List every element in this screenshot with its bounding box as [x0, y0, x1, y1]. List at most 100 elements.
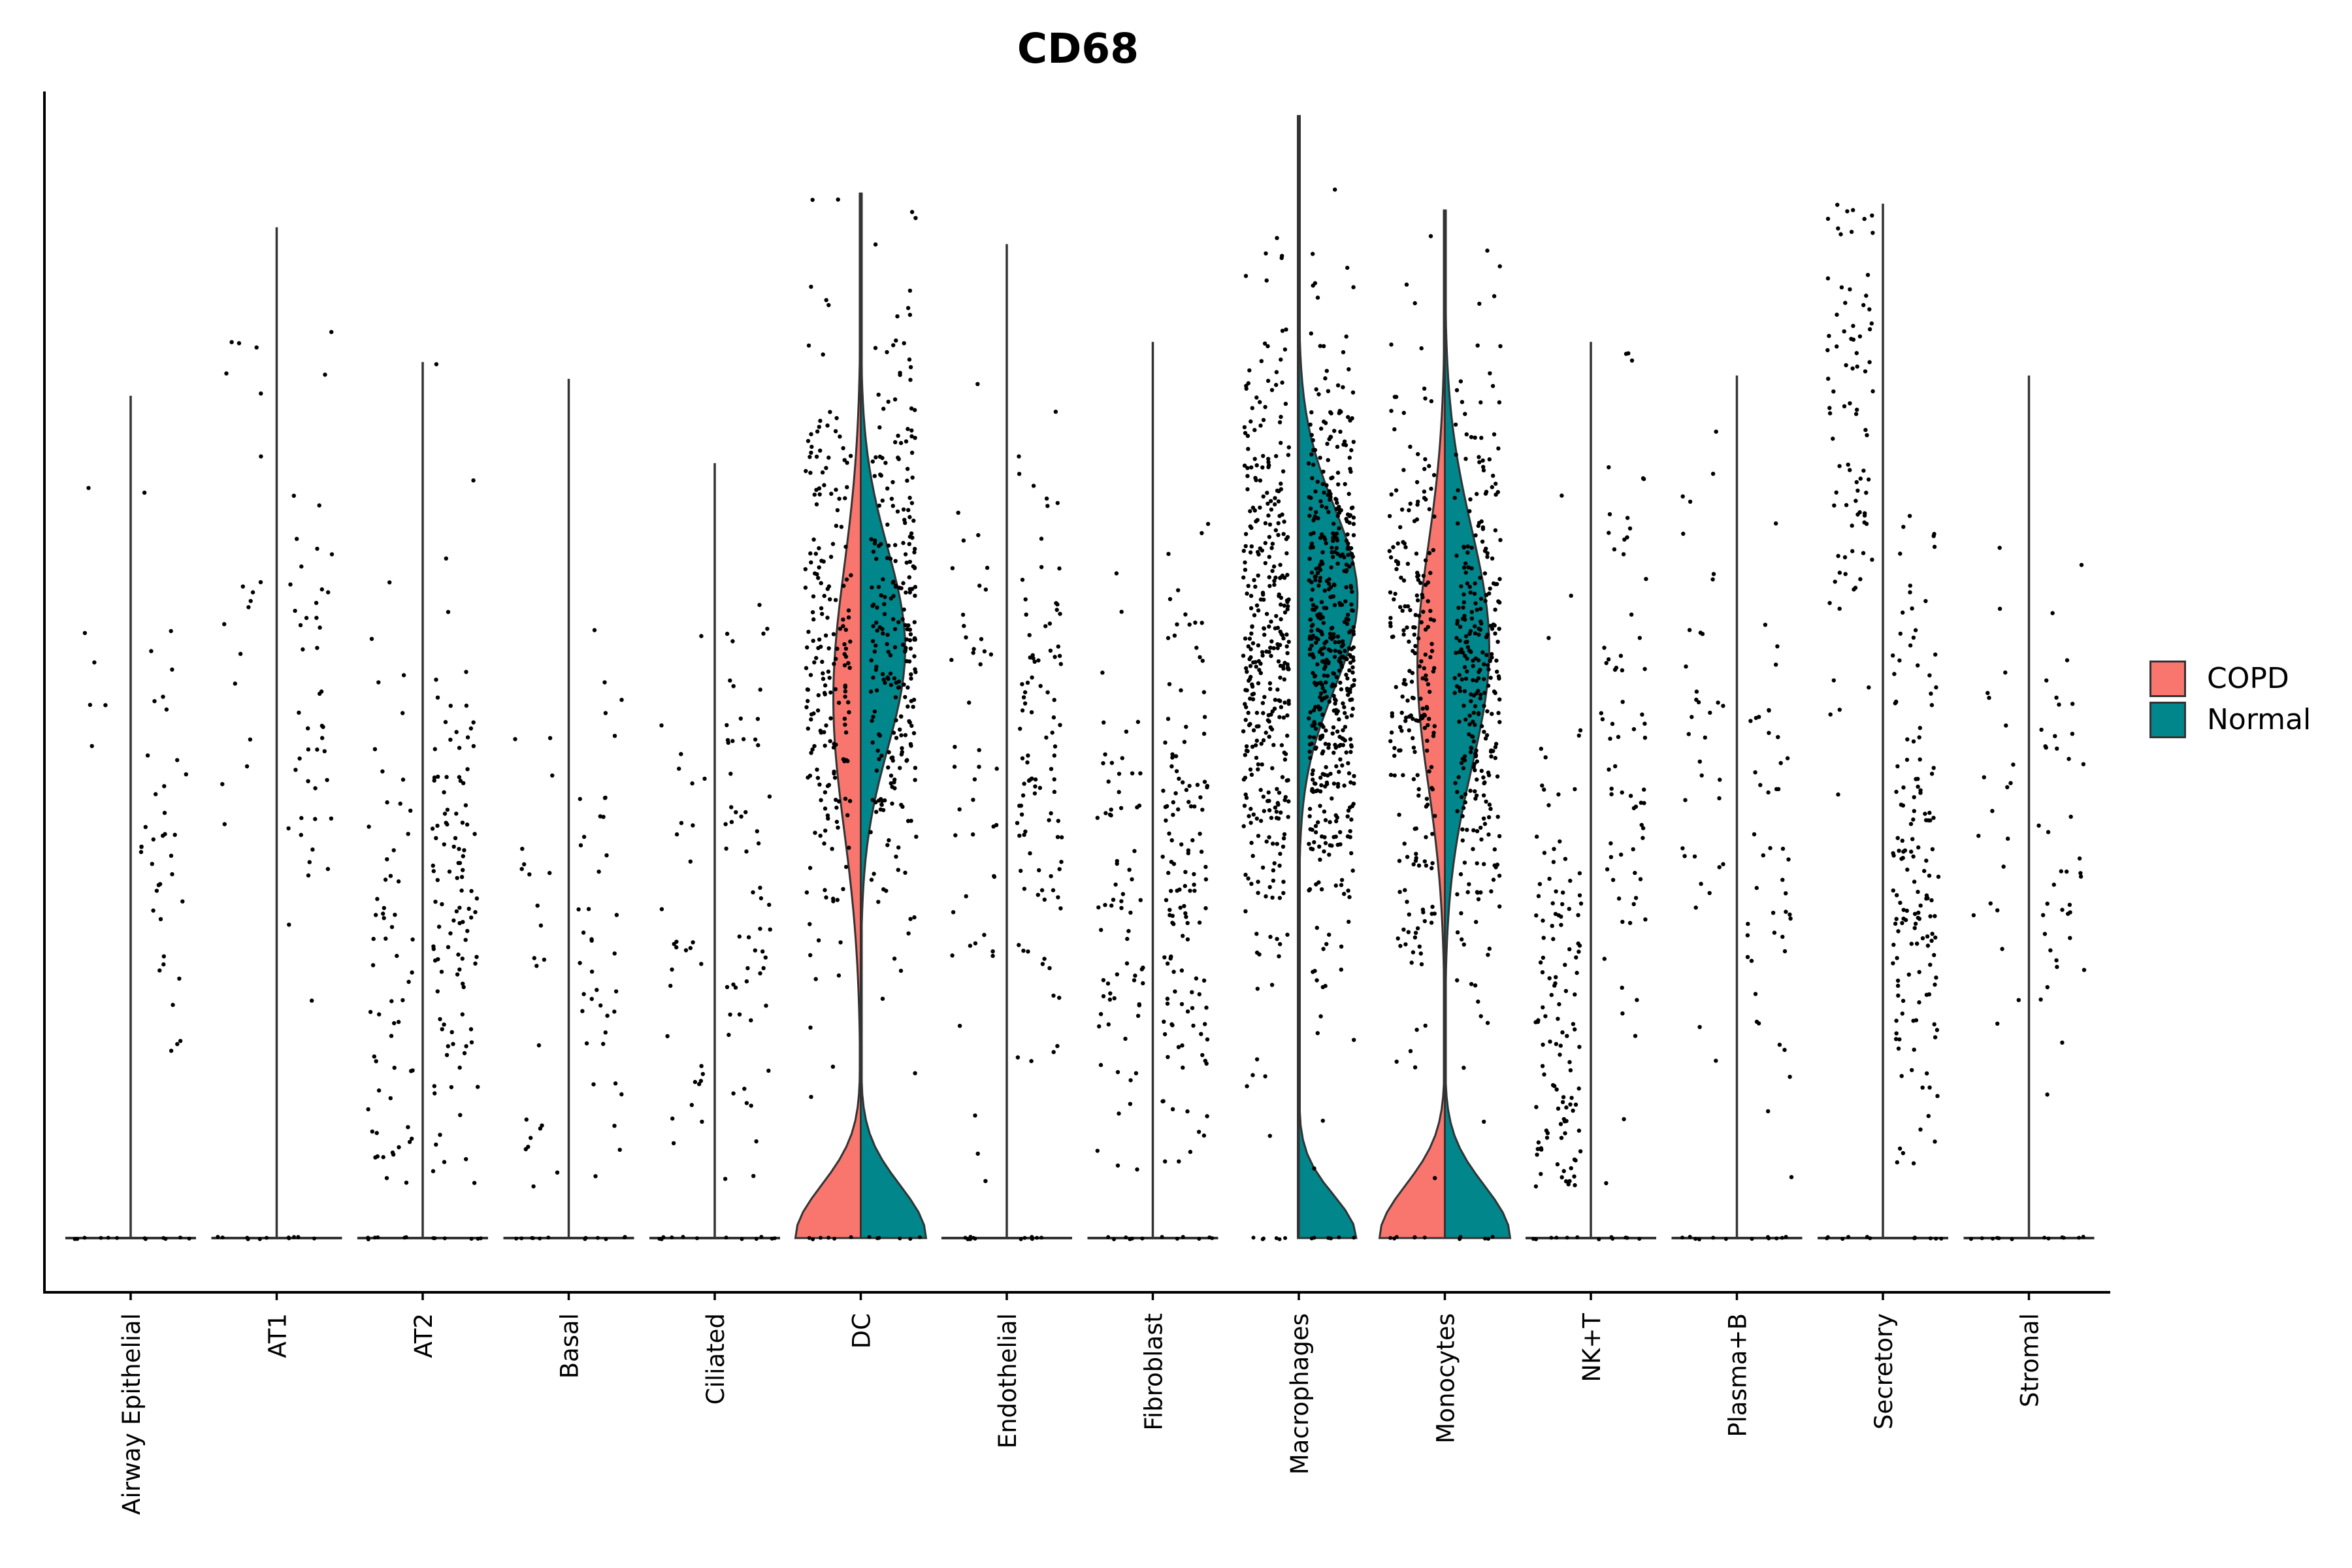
data-point — [1916, 663, 1920, 668]
data-point — [1429, 866, 1434, 871]
data-point — [1165, 1002, 1170, 1006]
x-tick-labels: Airway Epithelial AT1 AT2 Basal Ciliated DC En… — [118, 1313, 2044, 1515]
data-point — [1266, 513, 1271, 518]
data-point — [1322, 661, 1328, 665]
data-point — [1283, 401, 1288, 406]
data-point — [1835, 312, 1839, 317]
data-point — [1307, 841, 1311, 846]
data-point — [1484, 593, 1489, 597]
data-point — [806, 698, 810, 704]
data-point — [1462, 806, 1466, 810]
data-point — [725, 738, 730, 743]
data-point — [1976, 834, 1981, 838]
x-tick-label-ciliated: Ciliated — [702, 1313, 730, 1405]
data-point-zero — [372, 1235, 377, 1240]
data-point — [1429, 642, 1434, 646]
data-point — [975, 1151, 980, 1156]
data-point — [913, 585, 918, 589]
data-point — [843, 694, 847, 699]
data-point — [1414, 1028, 1419, 1032]
data-point — [1123, 1036, 1128, 1041]
data-point — [1315, 925, 1320, 930]
data-point — [1040, 962, 1045, 966]
legend-item-normal[interactable]: Normal — [2149, 699, 2311, 740]
data-point — [1463, 792, 1468, 796]
data-point — [436, 774, 440, 779]
data-point — [1578, 1149, 1583, 1154]
data-point — [806, 687, 811, 692]
data-point — [1901, 998, 1906, 1004]
data-point — [1200, 531, 1204, 536]
data-point — [1258, 400, 1262, 404]
data-point — [1328, 631, 1333, 636]
data-point — [1432, 724, 1437, 728]
data-point — [908, 646, 913, 651]
data-point — [1933, 652, 1938, 657]
data-point — [1327, 699, 1332, 704]
data-point — [1577, 871, 1582, 875]
data-point — [1495, 669, 1499, 674]
data-point — [841, 446, 845, 451]
data-point — [1825, 348, 1830, 353]
data-point — [1411, 862, 1416, 867]
jitter-points-layer — [73, 188, 2087, 1241]
data-point — [1412, 632, 1416, 637]
data-point — [838, 434, 842, 439]
data-point — [432, 778, 436, 783]
data-point — [804, 890, 809, 895]
data-point — [1265, 491, 1269, 495]
data-point — [1422, 712, 1427, 717]
data-point-zero — [1019, 1237, 1023, 1241]
legend: COPD Normal — [2149, 658, 2311, 740]
data-point-zero — [1991, 1236, 1995, 1241]
data-point — [1918, 757, 1922, 762]
data-point — [1606, 657, 1611, 662]
data-point — [1271, 645, 1276, 651]
data-point — [1351, 533, 1356, 538]
data-point — [1567, 1060, 1572, 1064]
data-point — [1488, 806, 1493, 811]
data-point — [751, 890, 755, 895]
data-point — [2038, 997, 2043, 1002]
data-point — [841, 624, 845, 629]
data-point — [1103, 903, 1107, 907]
data-point — [1572, 1157, 1577, 1162]
data-point — [1245, 487, 1250, 492]
data-point — [1342, 555, 1347, 560]
data-point — [2000, 947, 2004, 951]
data-point — [1394, 1059, 1399, 1064]
data-point — [975, 382, 980, 386]
data-point — [820, 470, 825, 475]
data-point — [1324, 639, 1329, 644]
data-point — [1563, 1131, 1567, 1135]
data-point — [460, 821, 465, 825]
data-point — [1256, 834, 1261, 838]
data-point — [903, 552, 908, 557]
data-point — [1249, 593, 1254, 598]
data-point — [1313, 830, 1318, 835]
data-point — [952, 764, 957, 769]
data-point — [808, 922, 812, 926]
data-point-zero — [973, 1236, 977, 1241]
data-point — [1901, 785, 1906, 790]
data-point — [1895, 893, 1899, 898]
data-point — [1405, 698, 1410, 703]
data-point — [1025, 680, 1030, 685]
data-point — [2079, 563, 2084, 567]
data-point — [1342, 705, 1347, 710]
data-point — [1547, 876, 1552, 881]
data-point — [1422, 859, 1427, 864]
data-point — [1036, 658, 1041, 662]
data-point — [1463, 717, 1468, 722]
data-point — [822, 730, 826, 734]
legend-item-copd[interactable]: COPD — [2149, 658, 2311, 699]
data-point — [1420, 715, 1425, 721]
data-point — [171, 1002, 175, 1007]
data-point — [1204, 1005, 1209, 1010]
data-point — [299, 832, 303, 838]
data-point — [1267, 808, 1272, 813]
data-point — [88, 702, 93, 708]
data-point — [598, 814, 602, 819]
data-point — [759, 896, 764, 901]
data-point — [1644, 577, 1648, 581]
